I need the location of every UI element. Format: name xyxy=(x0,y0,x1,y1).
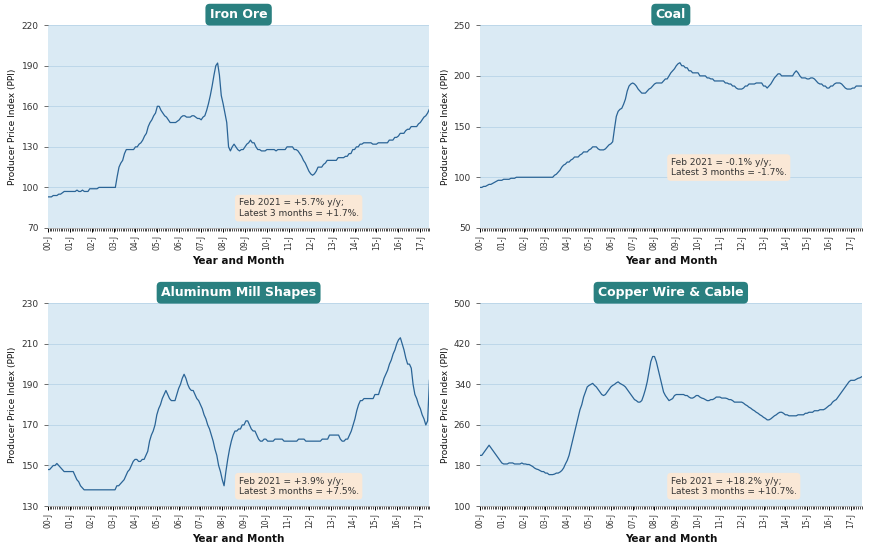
Text: Copper Wire & Cable: Copper Wire & Cable xyxy=(597,286,743,299)
X-axis label: Year and Month: Year and Month xyxy=(624,534,716,544)
Y-axis label: Producer Price Index (PPI): Producer Price Index (PPI) xyxy=(9,347,17,463)
X-axis label: Year and Month: Year and Month xyxy=(192,534,284,544)
Text: Aluminum Mill Shapes: Aluminum Mill Shapes xyxy=(161,286,315,299)
Y-axis label: Producer Price Index (PPI): Producer Price Index (PPI) xyxy=(9,68,17,185)
Text: Feb 2021 = +5.7% y/y;
Latest 3 months = +1.7%.: Feb 2021 = +5.7% y/y; Latest 3 months = … xyxy=(238,198,358,218)
X-axis label: Year and Month: Year and Month xyxy=(192,256,284,266)
Text: Feb 2021 = +3.9% y/y;
Latest 3 months = +7.5%.: Feb 2021 = +3.9% y/y; Latest 3 months = … xyxy=(238,476,358,496)
X-axis label: Year and Month: Year and Month xyxy=(624,256,716,266)
Text: Feb 2021 = +18.2% y/y;
Latest 3 months = +10.7%.: Feb 2021 = +18.2% y/y; Latest 3 months =… xyxy=(670,476,796,496)
Text: Iron Ore: Iron Ore xyxy=(209,8,267,21)
Text: Coal: Coal xyxy=(655,8,685,21)
Text: Feb 2021 = -0.1% y/y;
Latest 3 months = -1.7%.: Feb 2021 = -0.1% y/y; Latest 3 months = … xyxy=(670,158,786,177)
Y-axis label: Producer Price Index (PPI): Producer Price Index (PPI) xyxy=(440,68,449,185)
Y-axis label: Producer Price Index (PPI): Producer Price Index (PPI) xyxy=(440,347,449,463)
